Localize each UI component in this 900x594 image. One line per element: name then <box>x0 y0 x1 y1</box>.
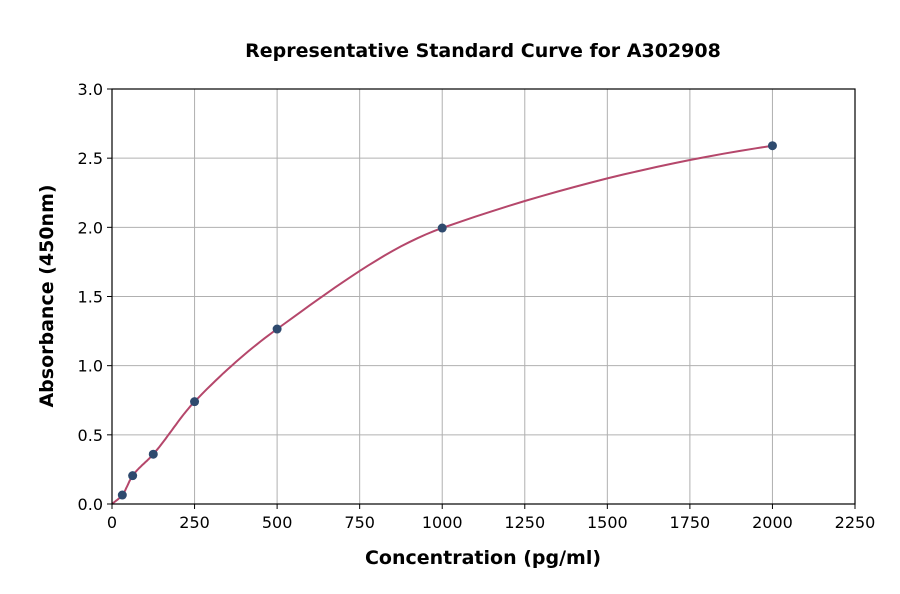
data-point <box>437 223 447 233</box>
y-axis-ticks: 0.0 0.5 1.0 1.5 2.0 2.5 3.0 <box>78 80 112 514</box>
y-tick-label: 3.0 <box>78 80 103 99</box>
y-tick-label: 2.5 <box>78 149 103 168</box>
x-tick-label: 750 <box>344 513 375 532</box>
data-points <box>117 141 777 500</box>
y-axis-label: Absorbance (450nm) <box>36 184 58 407</box>
y-tick-label: 0.5 <box>78 426 103 445</box>
data-point <box>128 471 138 481</box>
x-tick-label: 1000 <box>422 513 463 532</box>
y-tick-label: 0.0 <box>78 495 103 514</box>
x-tick-label: 2000 <box>752 513 793 532</box>
x-tick-label: 500 <box>262 513 293 532</box>
y-tick-label: 2.0 <box>78 218 103 237</box>
data-point <box>148 449 158 459</box>
x-axis-ticks: 0 250 500 750 1000 1250 1500 1750 2000 2250 <box>107 504 875 532</box>
data-point <box>767 141 777 151</box>
data-point <box>190 397 200 407</box>
y-tick-label: 1.5 <box>78 288 103 307</box>
chart-title: Representative Standard Curve for A30290… <box>245 40 721 62</box>
x-tick-label: 1750 <box>670 513 711 532</box>
data-point <box>117 490 127 500</box>
x-axis-label: Concentration (pg/ml) <box>365 547 601 569</box>
x-tick-label: 0 <box>107 513 117 532</box>
x-tick-label: 250 <box>179 513 210 532</box>
x-tick-label: 1250 <box>504 513 545 532</box>
x-tick-label: 1500 <box>587 513 628 532</box>
data-point <box>272 324 282 334</box>
y-tick-label: 1.0 <box>78 357 103 376</box>
x-tick-label: 2250 <box>835 513 876 532</box>
